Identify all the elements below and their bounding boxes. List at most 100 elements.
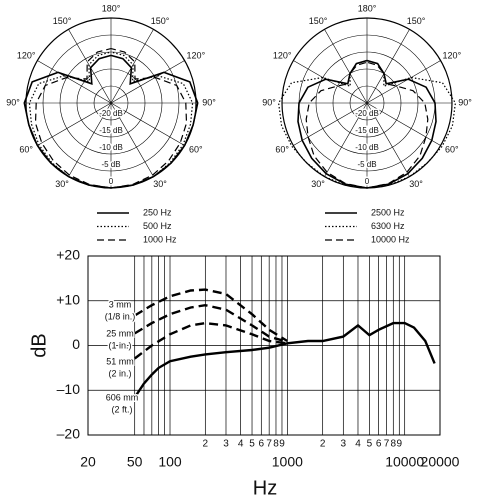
angle-label: 120°	[443, 50, 462, 60]
spoke	[110, 102, 185, 146]
x-tick-label: 4	[355, 439, 361, 450]
y-tick-label: +10	[56, 291, 80, 307]
legend-label: 2500 Hz	[371, 207, 405, 217]
polar-line	[34, 48, 112, 189]
angle-label: 90°	[202, 97, 216, 107]
x-tick-label: 6	[259, 439, 265, 450]
annotation: (1/8 in.)	[105, 311, 136, 321]
polar-line	[366, 59, 457, 189]
polar-line	[277, 59, 368, 189]
angle-label: 60°	[19, 144, 33, 154]
x-axis-label: Hz	[253, 477, 277, 499]
annotation: (2 ft.)	[111, 404, 132, 414]
x-tick-label: 3	[223, 439, 229, 450]
spoke	[110, 102, 154, 177]
x-tick-label: 3	[341, 439, 347, 450]
angle-label: 60°	[189, 144, 203, 154]
annotation: 606 mm	[106, 392, 139, 402]
spoke	[293, 102, 368, 146]
x-tick-label: 5	[367, 439, 373, 450]
y-axis-label: dB	[28, 333, 50, 357]
x-tick-label: 9	[279, 439, 285, 450]
annotation: (1 in.)	[108, 340, 131, 350]
angle-label: 180°	[102, 3, 121, 13]
spoke	[324, 102, 368, 177]
polar-line	[110, 48, 188, 189]
annotation: 3 mm	[109, 299, 132, 309]
x-tick-label: 100	[158, 454, 182, 470]
angle-label: 30°	[153, 179, 167, 189]
y-tick-label: –20	[57, 426, 81, 442]
angle-label: 120°	[17, 50, 36, 60]
legend-label: 10000 Hz	[371, 234, 410, 244]
angle-label: 90°	[262, 97, 276, 107]
legend-label: 1000 Hz	[143, 234, 177, 244]
x-tick-label: 8	[273, 439, 279, 450]
angle-label: 30°	[311, 179, 325, 189]
radial-label: -20 dB	[355, 109, 379, 118]
angle-label: 150°	[151, 16, 170, 26]
angle-label: 150°	[407, 16, 426, 26]
x-tick-label: 7	[266, 439, 272, 450]
spoke	[37, 102, 112, 146]
spoke	[366, 29, 410, 104]
angle-label: 120°	[187, 50, 206, 60]
radial-label: -10 dB	[99, 143, 123, 152]
x-tick-label: 7	[384, 439, 390, 450]
spoke	[68, 29, 112, 104]
angle-label: 90°	[458, 97, 472, 107]
spoke	[110, 60, 185, 104]
spoke	[324, 29, 368, 104]
y-tick-label: –10	[57, 381, 81, 397]
x-tick-label: 4	[238, 439, 244, 450]
x-tick-label: 20	[80, 454, 96, 470]
angle-label: 180°	[358, 3, 377, 13]
angle-label: 120°	[273, 50, 292, 60]
radial-label: 0	[109, 177, 114, 186]
x-tick-label: 6	[376, 439, 382, 450]
plot-frame	[87, 255, 441, 436]
angle-label: 60°	[445, 144, 459, 154]
legend-label: 250 Hz	[143, 207, 172, 217]
radial-label: -15 dB	[99, 126, 123, 135]
radial-label: -5 dB	[357, 160, 376, 169]
radial-label: -5 dB	[101, 160, 120, 169]
response-line	[134, 303, 288, 344]
x-tick-label: 9	[397, 439, 403, 450]
radial-label: -15 dB	[355, 126, 379, 135]
response-line	[133, 321, 436, 399]
legend-label: 500 Hz	[143, 221, 172, 231]
x-tick-label: 5	[249, 439, 255, 450]
response-line	[133, 321, 288, 360]
spoke	[68, 102, 112, 177]
angle-label: 150°	[53, 16, 72, 26]
y-tick-label: 0	[72, 336, 80, 352]
x-tick-label: 8	[391, 439, 397, 450]
angle-label: 30°	[55, 179, 69, 189]
annotation: 25 mm	[106, 328, 134, 338]
angle-label: 60°	[275, 144, 289, 154]
x-tick-label: 10000	[385, 454, 424, 470]
spoke	[366, 60, 441, 104]
spoke	[366, 102, 410, 177]
polar-line	[23, 54, 112, 189]
annotation: 51 mm	[106, 356, 134, 366]
response-line	[134, 288, 288, 343]
angle-label: 30°	[409, 179, 423, 189]
spoke	[366, 102, 441, 146]
x-tick-label: 20000	[421, 454, 460, 470]
polar-line	[110, 54, 199, 189]
angle-label: 150°	[309, 16, 328, 26]
spoke	[293, 60, 368, 104]
spoke	[37, 60, 112, 104]
radial-label: -10 dB	[355, 143, 379, 152]
x-tick-label: 2	[203, 439, 209, 450]
annotation: (2 in.)	[108, 368, 131, 378]
y-tick-label: +20	[56, 247, 80, 263]
x-tick-label: 1000	[272, 454, 303, 470]
spoke	[110, 29, 154, 104]
legend-label: 6300 Hz	[371, 221, 405, 231]
angle-label: 90°	[6, 97, 20, 107]
x-tick-label: 50	[127, 454, 143, 470]
